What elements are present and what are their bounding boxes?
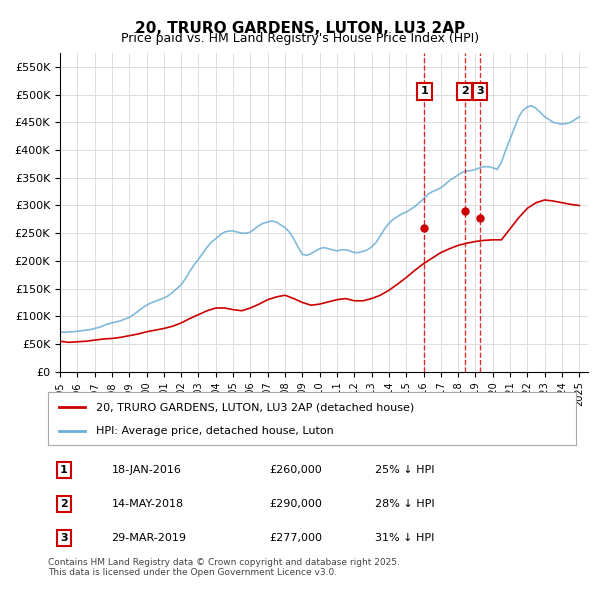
Text: 31% ↓ HPI: 31% ↓ HPI [376,533,435,543]
Text: 29-MAR-2019: 29-MAR-2019 [112,533,187,543]
Text: 25% ↓ HPI: 25% ↓ HPI [376,465,435,475]
Text: 20, TRURO GARDENS, LUTON, LU3 2AP: 20, TRURO GARDENS, LUTON, LU3 2AP [135,21,465,35]
Text: 3: 3 [476,86,484,96]
Text: £290,000: £290,000 [270,499,323,509]
Text: 18-JAN-2016: 18-JAN-2016 [112,465,181,475]
Text: 20, TRURO GARDENS, LUTON, LU3 2AP (detached house): 20, TRURO GARDENS, LUTON, LU3 2AP (detac… [95,402,414,412]
Text: 28% ↓ HPI: 28% ↓ HPI [376,499,435,509]
Text: Contains HM Land Registry data © Crown copyright and database right 2025.
This d: Contains HM Land Registry data © Crown c… [48,558,400,577]
Text: 2: 2 [60,499,68,509]
Text: 1: 1 [421,86,428,96]
Text: Price paid vs. HM Land Registry's House Price Index (HPI): Price paid vs. HM Land Registry's House … [121,32,479,45]
Text: 14-MAY-2018: 14-MAY-2018 [112,499,184,509]
Text: 1: 1 [60,465,68,475]
Text: 2: 2 [461,86,469,96]
Text: £277,000: £277,000 [270,533,323,543]
Text: 3: 3 [60,533,68,543]
Text: £260,000: £260,000 [270,465,323,475]
Text: HPI: Average price, detached house, Luton: HPI: Average price, detached house, Luto… [95,425,333,435]
